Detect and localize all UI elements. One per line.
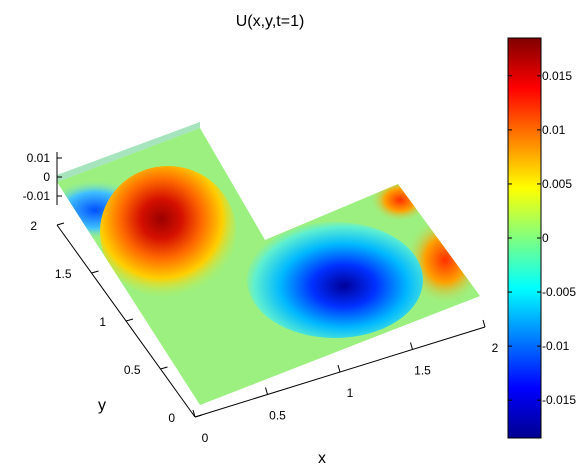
y-tick-label: 0.5 (124, 363, 141, 377)
surface (57, 122, 480, 405)
x-tick-mark (482, 319, 486, 328)
edge-bump-corner (370, 178, 430, 222)
y-tick-label: 1 (99, 315, 106, 329)
x-tick-mark (265, 387, 268, 395)
tick-labels: 0 0.5 1 1.5 2 0 0.5 1 1.5 2 0.01 0 -0.01 (23, 151, 499, 445)
x-axis-label: x (318, 450, 326, 467)
colorbar-tick-label: -0.015 (542, 393, 576, 407)
colorbar-tick-label: -0.005 (542, 285, 576, 299)
z-tick-label: 0.01 (27, 151, 51, 165)
y-tick-mark (56, 222, 65, 226)
colorbar-tick-label: 0.01 (542, 123, 566, 137)
colorbar: 0.015 0.01 0.005 0 -0.005 -0.01 -0.015 (507, 37, 576, 439)
y-tick-mark (194, 414, 203, 418)
y-tick-mark (160, 366, 168, 370)
x-tick-mark (337, 364, 341, 373)
x-tick-label: 1.5 (414, 364, 431, 378)
y-axis-label: y (98, 397, 106, 414)
colorbar-ticks: 0.015 0.01 0.005 0 -0.005 -0.01 -0.015 (508, 69, 576, 407)
y-tick-label: 1.5 (55, 267, 72, 281)
x-tick-label: 1 (347, 386, 354, 400)
y-tick-mark (91, 270, 99, 274)
x-tick-mark (192, 409, 196, 418)
chart-title: U(x,y,t=1) (236, 13, 305, 30)
x-tick-mark (410, 342, 413, 350)
colorbar-tick-label: 0.015 (542, 69, 572, 83)
surface-peak (100, 166, 236, 298)
colorbar-tick-label: 0.005 (542, 177, 572, 191)
y-tick-label: 2 (30, 219, 37, 233)
surface-trough (247, 222, 423, 338)
colorbar-gradient (507, 37, 542, 439)
x-tick-label: 0.5 (269, 409, 286, 423)
y-tick-label: 0 (168, 411, 175, 425)
x-tick-label: 0 (202, 431, 209, 445)
y-tick-mark (125, 318, 134, 322)
x-tick-label: 2 (492, 341, 499, 355)
z-tick-label: -0.01 (23, 189, 51, 203)
z-tick-label: 0 (43, 170, 50, 184)
colorbar-tick-label: -0.01 (542, 339, 570, 353)
colorbar-tick-label: 0 (542, 231, 549, 245)
